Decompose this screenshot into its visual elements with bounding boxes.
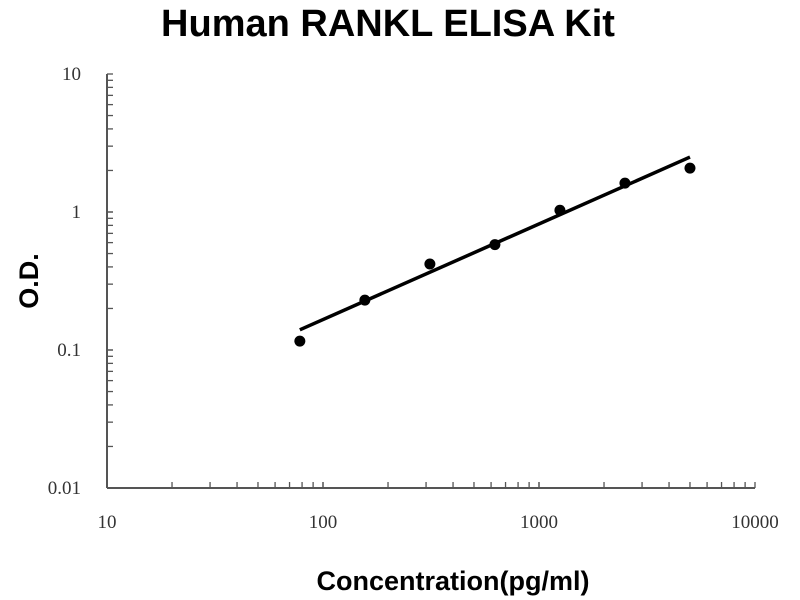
y-tick-label: 0.01: [48, 478, 81, 499]
y-axis-label: O.D.: [14, 253, 44, 309]
data-point: [424, 258, 436, 270]
data-point: [619, 177, 631, 189]
data-point: [294, 335, 306, 347]
tick-labels: 10 100 1000 10000 0.01 0.1 1 10: [48, 64, 779, 533]
data-point: [554, 204, 566, 216]
x-axis-label: Concentration(pg/ml): [317, 566, 590, 596]
x-tick-label: 10000: [731, 512, 779, 533]
x-tick-label: 10: [98, 512, 117, 533]
marks: [294, 155, 696, 347]
data-point: [359, 294, 371, 306]
chart-title: Human RANKL ELISA Kit: [161, 3, 615, 45]
x-tick-label: 1000: [520, 512, 558, 533]
axes: [106, 73, 756, 489]
y-tick-label: 1: [72, 202, 82, 223]
data-point: [684, 162, 696, 174]
x-tick-label: 100: [309, 512, 338, 533]
data-point: [489, 239, 501, 251]
y-tick-label: 10: [62, 64, 81, 85]
y-tick-label: 0.1: [57, 340, 81, 361]
